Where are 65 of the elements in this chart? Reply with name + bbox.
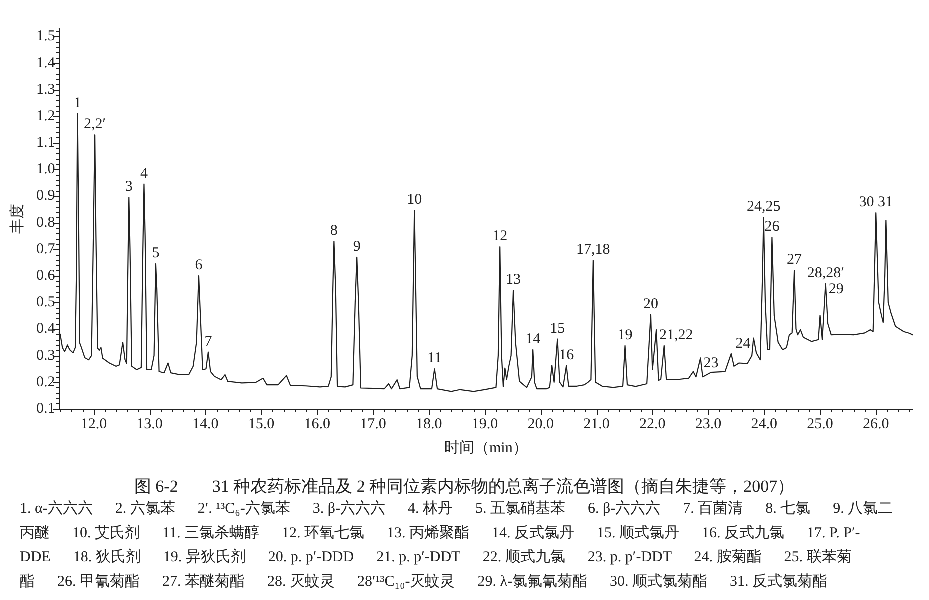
annotation: 24 [736, 336, 752, 352]
y-tick-label: 0.2 [36, 374, 56, 390]
x-tick-label: 25.0 [807, 416, 834, 432]
y-tick-label: 1.5 [36, 28, 56, 45]
x-tick-label: 13.0 [136, 416, 163, 432]
y-tick-label: 0.5 [36, 294, 56, 311]
x-tick-label: 20.0 [528, 416, 554, 432]
x-tick-label: 15.0 [248, 416, 275, 432]
annotation: 11 [428, 350, 442, 367]
annotation: 1 [74, 95, 82, 112]
y-tick-label: 0.9 [36, 188, 56, 204]
annotation: 24,25 [746, 199, 781, 216]
annotation: 27 [787, 252, 803, 268]
x-tick-label: 21.0 [584, 416, 610, 432]
annotation: 4 [140, 166, 148, 182]
annotation: 23 [704, 356, 719, 372]
x-tick-label: 16.0 [304, 416, 331, 432]
annotation: 13 [506, 272, 522, 288]
annotation: 30 31 [859, 194, 893, 210]
annotation: 8 [330, 222, 338, 239]
y-tick-label: 1.0 [36, 162, 56, 178]
y-tick-label: 1.1 [36, 135, 56, 152]
annotation: 2,2′ [84, 116, 106, 133]
annotation: 15 [550, 320, 566, 337]
y-tick-label: 0.6 [36, 268, 56, 284]
text: DDE 18. 狄氏剂 19. 异狄氏剂 20. p. p′-DDD 21. p. p′-DDT 22. 顺式九氯 23. p. p′-DDT 24. 胺菊酯 25. 联苯菊 [20, 548, 852, 566]
y-tick-label: 0.1 [36, 401, 56, 417]
annotation: 17,18 [576, 242, 610, 258]
text: 丙醚 10. 艾氏剂 11. 三氯杀螨醇 12. 环氧七氯 13. 丙烯聚酯 14. 反式氯丹 15. 顺式氯丹 16. 反式九氯 17. P. P′- [20, 524, 860, 542]
annotation: 12 [492, 228, 508, 245]
annotation: 28,28′ [807, 266, 844, 282]
annotation: 10 [407, 192, 422, 208]
x-tick-label: 24.0 [751, 416, 778, 432]
text: 图 6-2 31 种农药标准品及 2 种同位素内标物的总离子流色谱图（摘自朱捷等，2007） [134, 477, 795, 496]
x-tick-label: 12.0 [80, 416, 108, 432]
x-tick-label: 17.0 [360, 416, 386, 432]
text: 酯 26. 甲氰菊酯 27. 苯醚菊酯 28. 灭蚊灵 28′¹³C₁₀-灭蚊灵 29. λ-氯氟氰菊酯 30. 顺式氯菊酯 31. 反式氯菊酯 [20, 572, 828, 590]
annotation: 19 [618, 327, 633, 344]
x-tick-label: 22.0 [640, 416, 666, 432]
annotation: 20 [643, 296, 658, 312]
annotation: 16 [559, 347, 575, 364]
annotation: 3 [125, 179, 133, 196]
y-tick-label: 0.8 [36, 214, 56, 231]
x-tick-label: 23.0 [695, 416, 722, 432]
annotation: 26 [764, 218, 780, 235]
y-tick-label: 0.7 [36, 241, 56, 258]
annotation: 5 [152, 246, 160, 262]
y-tick-label: 1.4 [36, 55, 56, 72]
annotation: 6 [195, 258, 204, 274]
annotation: 21,22 [660, 328, 694, 344]
x-tick-label: 14.0 [192, 416, 219, 432]
y-tick-label: 1.2 [36, 108, 56, 124]
x-tick-label: 19.0 [472, 416, 498, 432]
x-axis-title: 时间（min） [444, 440, 528, 456]
y-tick-label: 1.3 [36, 82, 56, 98]
annotation: 14 [526, 331, 542, 348]
y-tick-label: 0.4 [36, 321, 56, 338]
annotation: 9 [353, 238, 361, 255]
annotation: 29 [828, 282, 844, 298]
x-tick-label: 26.0 [863, 416, 890, 432]
annotation: 7 [204, 334, 213, 350]
x-tick-label: 18.0 [416, 416, 442, 432]
y-axis-title: 丰度 [8, 204, 26, 234]
text: 1. α-六六六 2. 六氯苯 2′. ¹³C₆-六氯苯 3. β-六六六 4. 林丹 5. 五氯硝基苯 6. β-六六六 7. 百菌清 8. 七氯 9. 八氯二 [20, 500, 894, 517]
y-tick-label: 0.3 [36, 348, 56, 364]
